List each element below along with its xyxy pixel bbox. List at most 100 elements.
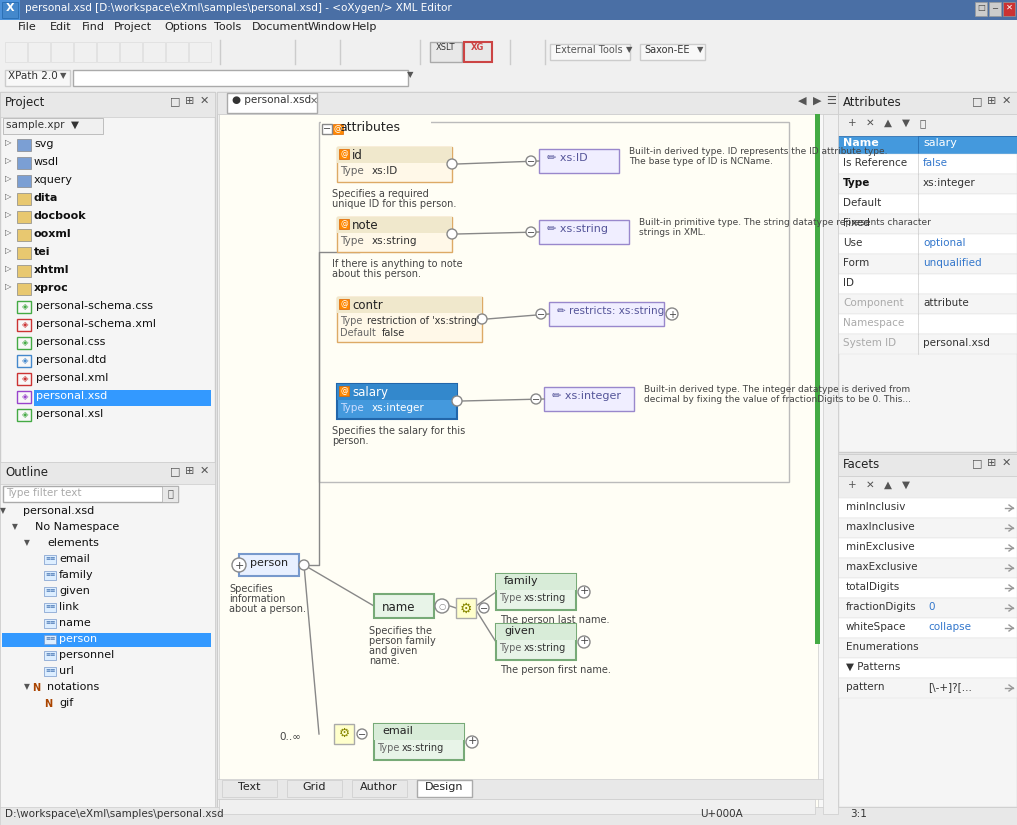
Bar — [838, 454, 1017, 476]
Bar — [337, 297, 482, 342]
Text: attributes: attributes — [339, 121, 400, 134]
Bar — [0, 66, 1017, 92]
Circle shape — [452, 396, 462, 406]
Bar — [17, 229, 31, 241]
Bar — [838, 114, 1017, 136]
Text: 📋: 📋 — [920, 118, 926, 128]
Text: personal.css: personal.css — [36, 337, 106, 347]
Text: maxExclusive: maxExclusive — [846, 562, 917, 572]
Text: Is Reference: Is Reference — [843, 158, 907, 168]
Text: Design: Design — [425, 782, 464, 792]
Text: Component: Component — [843, 298, 904, 308]
Text: ▼: ▼ — [24, 538, 29, 547]
Text: Saxon-EE: Saxon-EE — [644, 45, 690, 55]
Text: XSLT: XSLT — [436, 43, 456, 52]
Text: ◈: ◈ — [22, 302, 28, 311]
Bar — [838, 194, 1017, 214]
Bar — [322, 124, 332, 134]
Text: @: @ — [341, 219, 348, 228]
Text: Text: Text — [238, 782, 260, 792]
Bar — [544, 387, 634, 411]
Text: Type: Type — [499, 593, 522, 603]
Text: XPath 2.0: XPath 2.0 — [8, 71, 58, 81]
Text: Edit: Edit — [50, 22, 71, 32]
Bar — [17, 265, 31, 277]
Bar — [17, 373, 31, 385]
Text: □: □ — [972, 458, 982, 468]
Circle shape — [479, 603, 489, 613]
Bar — [838, 618, 1017, 638]
Text: @: @ — [341, 149, 348, 158]
Bar — [374, 724, 464, 760]
Text: U+000A: U+000A — [700, 809, 742, 819]
Text: −: − — [527, 228, 535, 238]
Circle shape — [666, 308, 678, 320]
Bar — [989, 2, 1001, 16]
Text: Facets: Facets — [843, 458, 881, 471]
Bar — [17, 391, 31, 403]
Text: Built-in derived type. The integer datatype is derived from: Built-in derived type. The integer datat… — [644, 385, 910, 394]
Text: name: name — [59, 618, 91, 628]
Bar — [374, 594, 434, 618]
Text: Use: Use — [843, 238, 862, 248]
Text: xquery: xquery — [34, 175, 73, 185]
Text: 🔍: 🔍 — [167, 488, 173, 498]
Text: ▷: ▷ — [5, 228, 11, 237]
Text: attribute: attribute — [923, 298, 969, 308]
Text: 3:1: 3:1 — [850, 809, 866, 819]
Text: xs:ID: xs:ID — [372, 166, 399, 176]
Text: xs:integer: xs:integer — [923, 178, 975, 188]
Bar — [339, 219, 349, 229]
Text: D:\workspace\eXml\samples\personal.xsd: D:\workspace\eXml\samples\personal.xsd — [5, 809, 224, 819]
Bar — [838, 92, 1017, 114]
Text: about a person.: about a person. — [229, 604, 306, 614]
Text: ID: ID — [843, 278, 854, 288]
Text: ▼: ▼ — [697, 45, 704, 54]
Text: ▷: ▷ — [5, 192, 11, 201]
Bar — [640, 44, 705, 60]
Text: ◈: ◈ — [22, 338, 28, 347]
Bar — [838, 234, 1017, 254]
Text: N: N — [44, 699, 52, 709]
Text: personnel: personnel — [59, 650, 114, 660]
Text: ▷: ▷ — [5, 264, 11, 273]
Bar — [3, 118, 103, 134]
Text: Type: Type — [843, 178, 871, 188]
Text: personal-schema.css: personal-schema.css — [36, 301, 153, 311]
Text: +: + — [848, 480, 856, 490]
Circle shape — [578, 636, 590, 648]
Text: url: url — [59, 666, 74, 676]
Text: ≡≡: ≡≡ — [45, 667, 56, 672]
Bar — [17, 337, 31, 349]
Text: ✕: ✕ — [200, 96, 210, 106]
Text: ⚙: ⚙ — [339, 727, 350, 740]
Bar — [337, 217, 452, 233]
Circle shape — [299, 560, 309, 570]
Text: ✕: ✕ — [200, 466, 210, 476]
Bar — [143, 42, 165, 62]
Bar — [0, 0, 20, 20]
Text: ▶: ▶ — [813, 96, 822, 106]
Text: XG: XG — [471, 43, 485, 52]
Bar — [28, 42, 50, 62]
Bar — [352, 780, 407, 797]
Bar — [918, 136, 1017, 154]
Bar — [838, 92, 1017, 452]
Text: +: + — [580, 586, 589, 596]
Text: email: email — [382, 726, 413, 736]
Text: +: + — [234, 561, 244, 571]
Bar — [838, 558, 1017, 578]
Text: 0..∞: 0..∞ — [279, 732, 301, 742]
Bar — [73, 70, 408, 86]
Text: information: information — [229, 594, 286, 604]
Bar — [17, 301, 31, 313]
Text: ✕: ✕ — [1002, 458, 1011, 468]
Bar — [44, 587, 56, 596]
Text: ▷: ▷ — [5, 246, 11, 255]
Circle shape — [578, 586, 590, 598]
Text: xs:integer: xs:integer — [372, 403, 425, 413]
Text: elements: elements — [47, 538, 99, 548]
Text: @: @ — [341, 299, 348, 308]
Text: The base type of ID is NCName.: The base type of ID is NCName. — [629, 157, 773, 166]
Bar — [838, 578, 1017, 598]
